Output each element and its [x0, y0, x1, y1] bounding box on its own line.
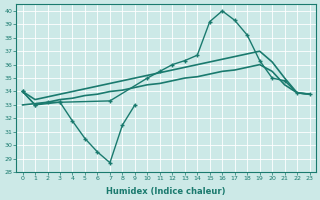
- X-axis label: Humidex (Indice chaleur): Humidex (Indice chaleur): [106, 187, 226, 196]
